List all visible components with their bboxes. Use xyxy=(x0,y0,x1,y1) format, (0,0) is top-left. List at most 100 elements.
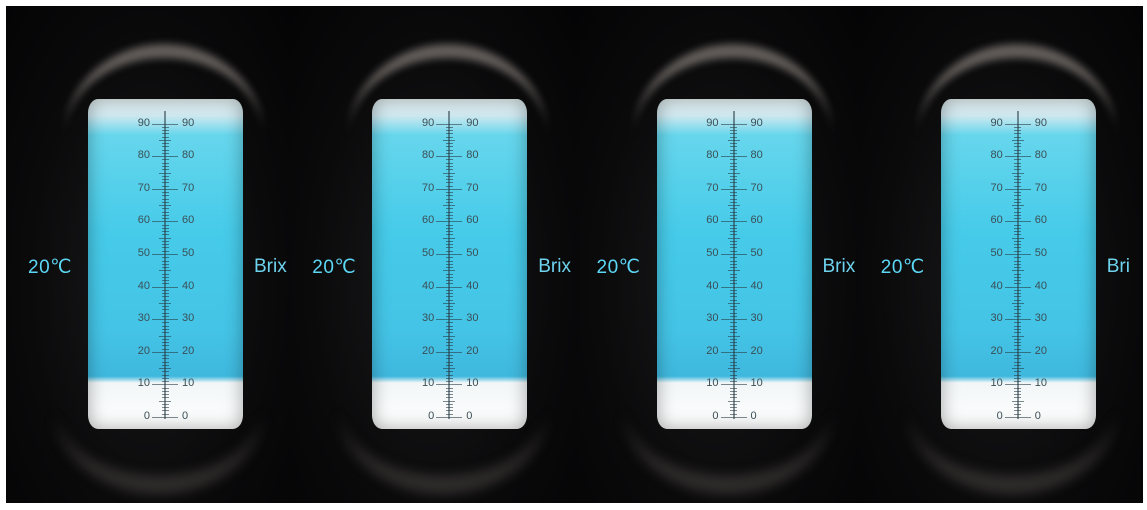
scale-minor-tick xyxy=(730,165,737,167)
scale-minor-tick xyxy=(161,260,169,262)
scale-minor-tick xyxy=(161,263,169,265)
scale-minor-tick xyxy=(1014,263,1022,265)
scale-label-left: 70 xyxy=(706,181,719,194)
scale-label-right: 20 xyxy=(750,344,763,357)
scale-minor-tick xyxy=(1011,205,1024,207)
scale-label-left: 50 xyxy=(990,247,1003,259)
scale-minor-tick xyxy=(1014,381,1022,383)
sight-field: 0 0 10 10 20 20 30 30 40 40 50 50 60 60 70 70 80 80 90 90 xyxy=(88,99,243,429)
scale-minor-tick xyxy=(445,289,453,291)
scale-minor-tick xyxy=(161,244,169,246)
scale-minor-tick xyxy=(1014,325,1022,327)
scale-major-tick xyxy=(1004,319,1031,321)
scale-minor-tick xyxy=(445,143,453,145)
temperature-label: 20℃ xyxy=(28,257,72,278)
scale-minor-tick xyxy=(1011,237,1024,239)
scale-major-tick xyxy=(436,417,463,418)
scale-minor-tick xyxy=(445,410,453,412)
scale-minor-tick xyxy=(161,293,169,295)
scale-minor-tick xyxy=(1014,169,1022,171)
scale-label-right: 60 xyxy=(466,214,479,227)
scale-minor-tick xyxy=(1014,198,1022,200)
scale-major-tick xyxy=(1004,156,1031,158)
scale-minor-tick xyxy=(730,293,737,295)
scale-major-tick xyxy=(1004,417,1031,418)
scale-minor-tick xyxy=(730,143,737,145)
scale-minor-tick xyxy=(445,296,453,298)
scale-minor-tick xyxy=(161,338,169,340)
scale-minor-tick xyxy=(161,374,169,376)
brix-scale: 0 0 10 10 20 20 30 30 40 40 50 50 60 60 70 70 80 80 90 90 xyxy=(657,99,812,429)
scale-major-tick xyxy=(720,123,747,125)
scale-minor-tick xyxy=(161,322,169,324)
scale-minor-tick xyxy=(159,335,171,337)
scale-minor-tick xyxy=(159,172,171,174)
scale-minor-tick xyxy=(1011,400,1024,402)
scale-minor-tick xyxy=(161,390,169,392)
scale-label-left: 80 xyxy=(990,149,1003,162)
scale-minor-tick xyxy=(730,267,737,269)
scale-major-tick xyxy=(152,384,178,386)
refractometer-view-1: 0 0 10 10 20 20 30 30 40 40 50 50 60 60 70 70 80 80 90 90 20… xyxy=(6,6,291,503)
scale-minor-tick xyxy=(159,270,171,272)
scale-major-tick xyxy=(152,156,178,158)
refractometer-view-3: 0 0 10 10 20 20 30 30 40 40 50 50 60 60 70 70 80 80 90 90 20… xyxy=(574,6,859,503)
scale-minor-tick xyxy=(445,169,453,171)
scale-minor-tick xyxy=(1014,152,1022,154)
scale-axis xyxy=(164,111,166,419)
scale-minor-tick xyxy=(445,146,453,148)
scale-minor-tick xyxy=(445,325,453,327)
scale-label-right: 70 xyxy=(182,181,195,194)
scale-minor-tick xyxy=(730,345,737,347)
scale-minor-tick xyxy=(727,172,740,174)
scale-major-tick xyxy=(436,254,463,255)
scale-minor-tick xyxy=(161,397,169,399)
scale-major-tick xyxy=(1004,123,1031,125)
scale-major-tick xyxy=(720,417,747,418)
scale-minor-tick xyxy=(730,296,737,298)
scale-minor-tick xyxy=(161,169,169,171)
scale-minor-tick xyxy=(1014,364,1022,366)
scale-label-right: 80 xyxy=(750,149,763,162)
scale-minor-tick xyxy=(730,247,737,249)
scale-label-right: 0 xyxy=(182,410,189,422)
brix-unit-label: Brix xyxy=(254,256,287,277)
scale-label-right: 60 xyxy=(750,214,763,227)
scale-minor-tick xyxy=(445,175,453,177)
scale-minor-tick xyxy=(727,335,740,337)
scale-minor-tick xyxy=(1014,276,1022,278)
scale-minor-tick xyxy=(1014,299,1022,301)
scale-minor-tick xyxy=(161,328,169,330)
scale-minor-tick xyxy=(730,280,737,282)
scale-minor-tick xyxy=(445,201,453,203)
scale-label-left: 50 xyxy=(137,247,150,259)
scale-minor-tick xyxy=(1014,175,1022,177)
scale-major-tick xyxy=(1004,221,1031,223)
scale-minor-tick xyxy=(730,342,737,344)
scale-minor-tick xyxy=(730,377,737,379)
scale-label-right: 10 xyxy=(1034,377,1047,390)
scale-minor-tick xyxy=(730,403,737,405)
scale-minor-tick xyxy=(161,240,169,242)
scale-minor-tick xyxy=(445,315,453,317)
scale-minor-tick xyxy=(1014,407,1022,409)
scale-minor-tick xyxy=(161,218,169,220)
scale-minor-tick xyxy=(161,179,169,181)
scale-label-left: 30 xyxy=(137,312,150,325)
sight-field: 0 0 10 10 20 20 30 30 40 40 50 50 60 60 70 70 80 80 90 90 xyxy=(940,99,1096,429)
scale-minor-tick xyxy=(445,299,453,301)
scale-major-tick xyxy=(1004,286,1031,288)
scale-minor-tick xyxy=(161,159,169,161)
scale-minor-tick xyxy=(727,237,740,239)
scale-label-right: 40 xyxy=(182,279,195,292)
scale-minor-tick xyxy=(445,413,453,415)
scale-minor-tick xyxy=(730,355,737,357)
scale-minor-tick xyxy=(445,185,453,187)
scale-minor-tick xyxy=(1014,267,1022,269)
scale-minor-tick xyxy=(730,283,737,285)
scale-minor-tick xyxy=(1014,149,1022,151)
brix-scale: 0 0 10 10 20 20 30 30 40 40 50 50 60 60 70 70 80 80 90 90 xyxy=(941,99,1096,429)
scale-minor-tick xyxy=(1014,162,1022,164)
scale-label-left: 60 xyxy=(422,214,435,227)
scale-major-tick xyxy=(436,286,463,288)
